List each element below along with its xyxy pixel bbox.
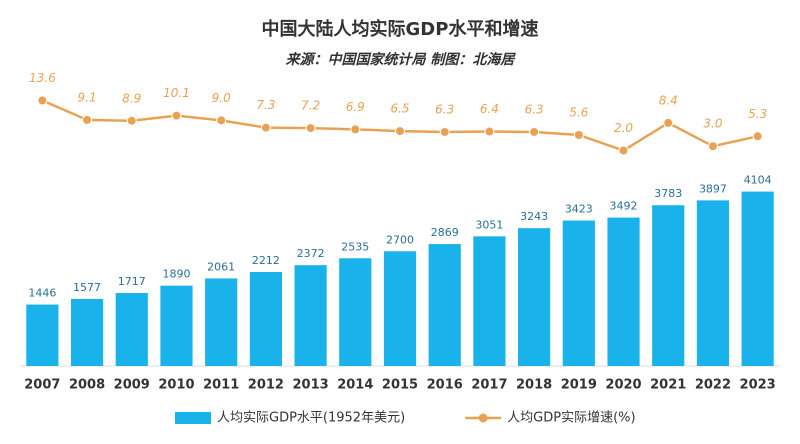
line-value-label: 2.0 xyxy=(614,121,633,135)
bar xyxy=(652,205,685,366)
x-tick-label: 2018 xyxy=(516,378,552,393)
line-value-label: 7.2 xyxy=(301,99,320,113)
line-value-label: 8.4 xyxy=(659,93,678,107)
bar xyxy=(383,251,417,366)
chart-subtitle: 来源：中国国家统计局 制图：北海居 xyxy=(286,51,517,68)
line-value-label: 8.9 xyxy=(122,91,141,105)
line-point xyxy=(82,114,93,125)
line-point xyxy=(126,115,137,126)
x-tick-label: 2011 xyxy=(203,378,239,393)
line-value-label: 6.4 xyxy=(480,102,499,116)
x-tick-label: 2021 xyxy=(650,378,686,393)
bar-value-label: 2869 xyxy=(431,226,459,239)
line-value-label: 10.1 xyxy=(163,86,190,100)
bar-value-label: 4104 xyxy=(744,174,772,187)
x-tick-label: 2010 xyxy=(158,378,194,393)
line-point xyxy=(439,126,450,137)
legend-swatch xyxy=(478,413,488,423)
line-value-label: 6.5 xyxy=(390,102,409,116)
x-tick-label: 2009 xyxy=(114,378,150,393)
bar xyxy=(607,217,640,366)
bar-value-label: 2372 xyxy=(297,247,325,260)
bar-value-label: 3897 xyxy=(699,182,727,195)
bar xyxy=(518,228,551,366)
x-tick-label: 2008 xyxy=(69,378,105,393)
line-point xyxy=(216,115,227,126)
line-point xyxy=(171,110,182,121)
line-value-label: 6.9 xyxy=(346,100,365,114)
line-value-label: 6.3 xyxy=(525,102,544,116)
legend-label: 人均GDP实际增速(%) xyxy=(507,411,635,426)
bar xyxy=(115,293,148,366)
line-value-label: 13.6 xyxy=(29,71,56,85)
x-tick-label: 2019 xyxy=(561,378,597,393)
bar-value-label: 3423 xyxy=(565,203,593,216)
line-point xyxy=(305,123,316,134)
x-tick-label: 2016 xyxy=(427,378,463,393)
bar-value-label: 3051 xyxy=(475,218,503,231)
line-point xyxy=(484,126,495,137)
x-tick-label: 2014 xyxy=(337,378,373,393)
bar xyxy=(562,220,595,366)
x-tick-label: 2017 xyxy=(471,378,507,393)
bar xyxy=(294,265,327,366)
line-value-label: 5.6 xyxy=(569,105,588,119)
line-value-label: 6.3 xyxy=(435,102,454,116)
x-tick-label: 2020 xyxy=(605,378,641,393)
bar xyxy=(741,191,774,366)
bar xyxy=(428,244,461,366)
bar-value-label: 3492 xyxy=(610,200,638,213)
line-point xyxy=(663,117,674,128)
bar-value-label: 2061 xyxy=(207,260,235,273)
x-tick-label: 2013 xyxy=(292,378,328,393)
bar xyxy=(473,236,506,366)
x-tick-label: 2022 xyxy=(695,378,731,393)
x-tick-label: 2007 xyxy=(24,378,60,393)
line-value-label: 9.0 xyxy=(212,91,231,105)
bar-value-label: 1717 xyxy=(118,275,146,288)
line-value-label: 9.1 xyxy=(78,90,97,104)
line-point xyxy=(260,122,271,133)
bar xyxy=(26,304,59,366)
x-tick-label: 2012 xyxy=(248,378,284,393)
bar-value-label: 2700 xyxy=(386,233,414,246)
bar xyxy=(70,298,104,366)
x-tick-label: 2023 xyxy=(740,378,776,393)
bar-value-label: 2535 xyxy=(341,240,369,253)
bar xyxy=(160,285,193,366)
bar xyxy=(339,258,372,366)
line-point xyxy=(37,95,48,106)
legend-label: 人均实际GDP水平(1952年美元) xyxy=(217,411,405,426)
bar-value-label: 1446 xyxy=(28,287,56,300)
line-value-label: 7.3 xyxy=(256,98,275,112)
line-value-label: 5.3 xyxy=(748,107,767,121)
bar-value-label: 3783 xyxy=(654,187,682,200)
line-point xyxy=(350,124,361,135)
bar xyxy=(205,278,238,366)
x-tick-label: 2015 xyxy=(382,378,418,393)
bar-value-label: 1577 xyxy=(73,281,101,294)
line-point xyxy=(529,126,540,137)
bar xyxy=(696,200,730,366)
legend-swatch xyxy=(175,412,211,424)
bar xyxy=(249,271,282,366)
bar-value-label: 2212 xyxy=(252,254,280,267)
line-point xyxy=(707,141,718,152)
line-point xyxy=(395,126,405,137)
chart-title: 中国大陆人均实际GDP水平和增速 xyxy=(262,18,539,40)
line-point xyxy=(618,145,629,156)
line-point xyxy=(573,129,584,140)
bar-value-label: 1890 xyxy=(162,268,190,281)
bar-value-label: 3243 xyxy=(520,210,548,223)
line-value-label: 3.0 xyxy=(703,117,722,131)
line-point xyxy=(752,131,763,142)
